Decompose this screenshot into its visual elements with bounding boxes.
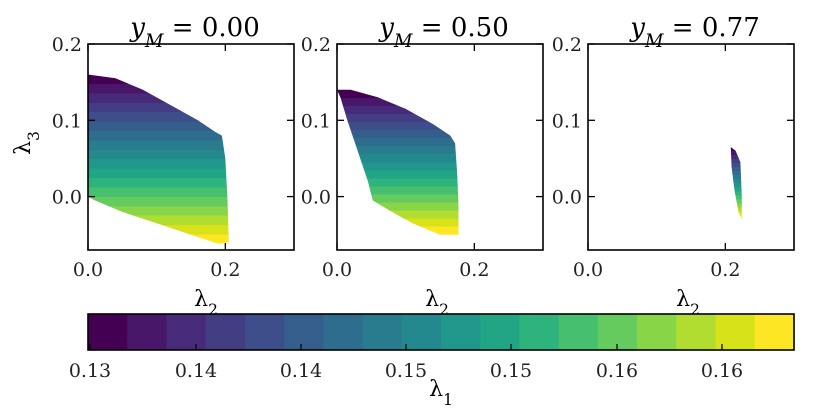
colorbar-segment <box>754 314 795 350</box>
colorbar-segment <box>597 314 638 350</box>
x-tick-label: 0.2 <box>459 259 489 281</box>
axes-frame <box>336 43 544 251</box>
allowed-region <box>730 147 742 220</box>
colorbar: 0.13 0.14 0.14 0.15 0.15 0.16 0.16 λ1 <box>69 313 795 408</box>
colorbar-tick-label: 0.14 <box>175 360 217 382</box>
x-tick-label: 0.0 <box>73 259 103 281</box>
colorbar-tick-label: 0.16 <box>701 360 743 382</box>
colorbar-segment <box>205 314 246 350</box>
colorbar-segment <box>637 314 677 350</box>
colorbar-segment <box>127 314 168 350</box>
panel-title: yM = 0.00 <box>129 13 260 52</box>
x-axis-label: λ2 <box>425 287 449 319</box>
y-tick-label: 0.1 <box>301 110 331 132</box>
colorbar-segment <box>323 314 364 350</box>
colorbar-segment <box>519 314 560 350</box>
x-tick-label: 0.0 <box>573 259 603 281</box>
y-tick-label: 0.0 <box>301 187 331 209</box>
axes-frame <box>87 43 295 251</box>
panel-2: 0.0 0.2 0.0 0.1 0.2 yM = 0.50 λ2 <box>301 13 544 319</box>
colorbar-tick-label: 0.15 <box>385 360 427 382</box>
colorbar-tick-label: 0.14 <box>280 360 322 382</box>
x-tick-label: 0.2 <box>210 259 240 281</box>
colorbar-label: λ1 <box>429 377 453 408</box>
y-tick-label: 0.2 <box>52 34 82 56</box>
colorbar-tick-label: 0.16 <box>596 360 638 382</box>
panel-title: yM = 0.50 <box>378 13 509 52</box>
y-tick-label: 0.0 <box>52 187 82 209</box>
x-tick-label: 0.0 <box>322 259 352 281</box>
colorbar-segment <box>441 314 481 350</box>
panel-3: 0.0 0.2 0.0 0.1 0.2 yM = 0.77 λ2 <box>552 13 795 319</box>
colorbar-frame <box>87 313 795 351</box>
colorbar-tick-label: 0.15 <box>490 360 532 382</box>
x-tick-label: 0.2 <box>710 259 740 281</box>
y-tick-label: 0.1 <box>52 110 82 132</box>
panel-title: yM = 0.77 <box>629 13 760 52</box>
colorbar-segment <box>401 314 442 350</box>
colorbar-tick-label: 0.13 <box>69 360 111 382</box>
y-tick-label: 0.2 <box>552 34 582 56</box>
y-tick-label: 0.2 <box>301 34 331 56</box>
panel-1: 0.0 0.2 0.0 0.1 0.2 yM = 0.00 λ2 λ3 <box>11 13 295 319</box>
x-axis-label: λ2 <box>676 287 700 319</box>
colorbar-segment <box>244 314 285 350</box>
colorbar-segment <box>166 314 207 350</box>
allowed-region <box>88 74 229 244</box>
colorbar-segment <box>480 314 521 350</box>
colorbar-segment <box>88 314 128 350</box>
axes-frame <box>587 43 795 251</box>
allowed-region <box>337 89 459 235</box>
colorbar-segment <box>558 314 599 350</box>
y-axis-label: λ3 <box>11 131 43 155</box>
colorbar-segment <box>362 314 403 350</box>
colorbar-segment <box>284 314 324 350</box>
y-tick-label: 0.1 <box>552 110 582 132</box>
panels: 0.0 0.2 0.0 0.1 0.2 yM = 0.00 λ2 λ3 0.0 0.2 0.0 0.1… <box>11 13 795 319</box>
y-tick-label: 0.0 <box>552 187 582 209</box>
x-axis-label: λ2 <box>194 287 218 319</box>
colorbar-segment <box>676 314 717 350</box>
